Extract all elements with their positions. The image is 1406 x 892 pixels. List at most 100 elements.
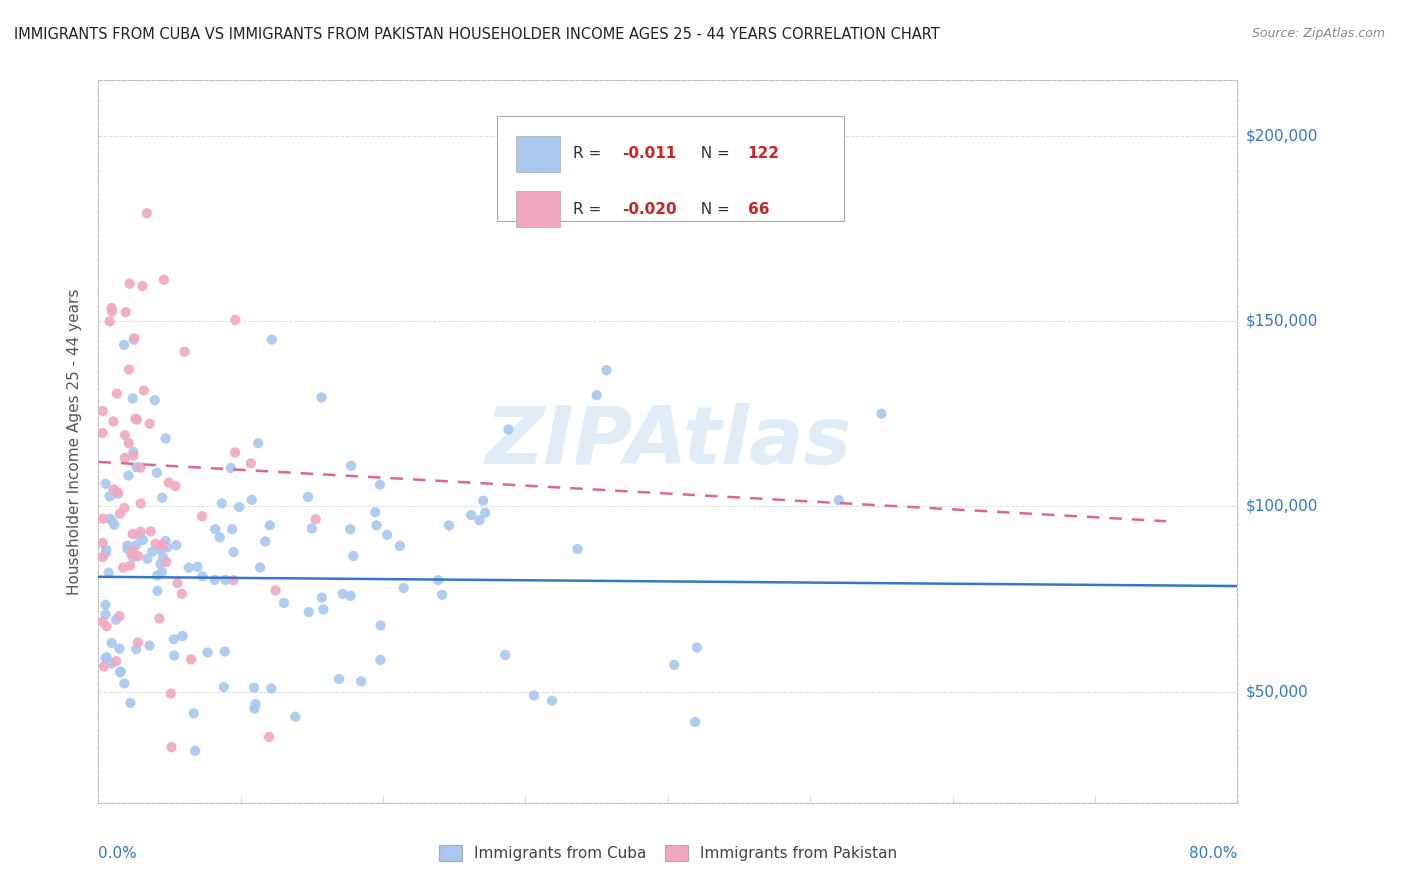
Point [118,277,141,291]
Text: 122: 122 [748,146,779,161]
Point [98,490,121,504]
Point [127,635,149,649]
Point [186,559,208,574]
Point [567,541,589,556]
Point [388,539,411,553]
Point [94,598,117,612]
Point [160,740,183,755]
Point [101,304,124,318]
Point [460,508,482,522]
Point [166,576,188,591]
Point [328,672,350,686]
Point [101,514,124,528]
Point [159,686,181,700]
Point [114,450,136,465]
Point [107,485,129,500]
Text: 0.0%: 0.0% [98,847,138,861]
Point [204,522,226,536]
Point [103,415,125,429]
Point [870,407,893,421]
Text: $200,000: $200,000 [1246,128,1317,144]
Point [468,513,491,527]
Point [141,544,163,558]
Point [437,518,460,533]
Point [259,518,281,533]
Point [150,565,173,579]
Point [350,674,373,689]
Point [474,506,496,520]
Point [370,653,392,667]
Point [104,613,127,627]
Point [191,569,214,583]
Point [257,730,280,744]
Point [91,511,114,525]
Point [239,456,262,470]
Point [222,573,245,587]
Point [125,642,148,657]
Point [172,629,194,643]
Point [97,566,120,580]
Point [170,587,193,601]
Point [148,611,170,625]
Text: -0.011: -0.011 [623,146,676,161]
Point [94,546,117,560]
Point [183,706,205,721]
Point [114,428,136,442]
Point [103,517,125,532]
Point [585,388,607,402]
Point [375,528,398,542]
Point [128,529,150,543]
Point [129,460,152,475]
Point [100,657,122,671]
Point [152,549,174,564]
Point [163,648,186,663]
Point [112,500,135,515]
Point [342,549,364,563]
Point [100,636,122,650]
Point [149,542,172,557]
Point [139,524,162,539]
Point [93,659,115,673]
Point [427,573,450,587]
Point [96,650,118,665]
Point [339,589,361,603]
Point [146,568,169,582]
Point [221,522,243,536]
Point [301,521,323,535]
Text: N =: N = [690,146,734,161]
Point [127,549,149,563]
Text: $100,000: $100,000 [1246,499,1317,514]
Point [150,538,173,552]
Point [155,555,177,569]
Point [112,560,135,574]
Point [114,305,136,319]
FancyBboxPatch shape [498,117,845,221]
Point [107,487,129,501]
Point [91,536,114,550]
Point [197,645,219,659]
Point [105,654,128,668]
Point [208,530,231,544]
Point [211,496,233,510]
Point [120,696,142,710]
Point [595,363,617,377]
Point [117,541,139,556]
Point [311,591,333,605]
Point [117,468,139,483]
Point [143,393,166,408]
Point [214,644,236,658]
Point [219,461,242,475]
Point [339,522,361,536]
Point [228,500,250,514]
Point [247,436,270,450]
Text: 66: 66 [748,202,769,217]
Point [138,639,160,653]
Y-axis label: Householder Income Ages 25 - 44 years: Householder Income Ages 25 - 44 years [67,288,83,595]
Point [125,460,148,475]
Point [124,331,146,345]
Point [124,411,146,425]
Point [121,392,143,406]
Point [94,476,117,491]
Point [125,412,148,426]
Point [100,301,122,315]
